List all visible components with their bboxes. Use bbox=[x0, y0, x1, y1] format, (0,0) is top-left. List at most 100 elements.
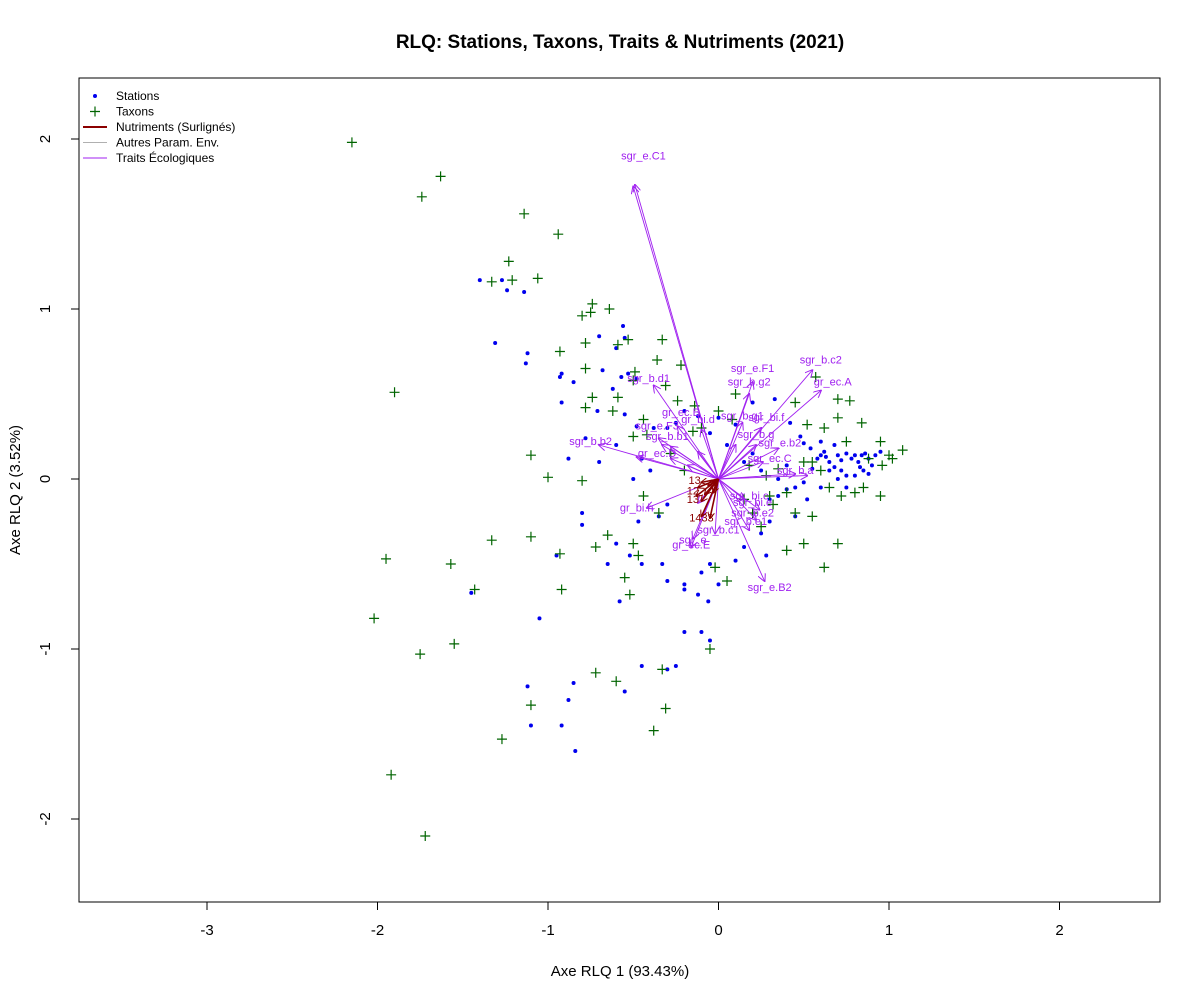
station-point bbox=[673, 664, 678, 668]
station-point bbox=[858, 465, 863, 470]
station-point bbox=[682, 582, 687, 587]
taxon-point bbox=[648, 725, 659, 736]
station-point bbox=[580, 511, 585, 515]
trait-label: sgr_b.g bbox=[738, 429, 775, 441]
taxon-point bbox=[807, 457, 818, 467]
taxon-point bbox=[556, 584, 567, 595]
station-point bbox=[617, 599, 622, 604]
taxon-point bbox=[704, 644, 715, 654]
taxon-point bbox=[633, 550, 644, 561]
taxon-point bbox=[628, 431, 639, 442]
station-point bbox=[499, 278, 504, 283]
station-point bbox=[559, 400, 564, 405]
taxon-point bbox=[553, 229, 564, 240]
y-axis: -2 -1 0 1 2 bbox=[37, 135, 80, 826]
station-point bbox=[793, 485, 798, 490]
station-point bbox=[682, 630, 687, 634]
station-point bbox=[610, 386, 615, 391]
taxon-point bbox=[672, 395, 683, 406]
taxon-point bbox=[525, 700, 536, 711]
station-point bbox=[614, 443, 619, 447]
taxon-point bbox=[710, 562, 721, 573]
station-point bbox=[767, 519, 772, 524]
y-tick-label: -2 bbox=[37, 812, 54, 825]
taxon-point bbox=[381, 553, 392, 564]
taxon-point bbox=[590, 542, 601, 552]
trait-label: gr_ec.B bbox=[662, 407, 700, 419]
legend-label: Nutriments (Surlignés) bbox=[116, 120, 235, 134]
station-point bbox=[859, 453, 864, 458]
taxon-point bbox=[824, 482, 835, 493]
station-point bbox=[844, 485, 849, 490]
station-point bbox=[469, 590, 474, 595]
station-point bbox=[707, 431, 712, 436]
station-point bbox=[622, 412, 627, 417]
trait-label: sgr_b.b1 bbox=[646, 431, 689, 443]
taxon-point bbox=[768, 499, 779, 510]
taxon-point bbox=[619, 572, 630, 583]
station-point bbox=[696, 414, 701, 419]
legend-symbol-plus bbox=[90, 106, 100, 117]
station-point bbox=[788, 420, 793, 425]
station-point bbox=[665, 667, 670, 672]
station-point bbox=[595, 409, 600, 413]
nutriment-arrow bbox=[705, 478, 720, 494]
station-point bbox=[580, 522, 585, 527]
station-point bbox=[557, 375, 562, 379]
station-point bbox=[648, 468, 653, 473]
station-point bbox=[832, 443, 837, 447]
station-point bbox=[776, 477, 781, 481]
station-point bbox=[636, 519, 641, 524]
taxon-point bbox=[590, 667, 601, 678]
trait-arrow bbox=[654, 386, 719, 480]
taxon-point bbox=[660, 703, 671, 714]
taxon-point bbox=[841, 436, 852, 447]
y-tick-label: -1 bbox=[37, 642, 54, 655]
trait-arrow bbox=[662, 445, 719, 480]
trait-label: sgr_b.g1 bbox=[721, 411, 764, 423]
y-tick-label: 2 bbox=[37, 135, 54, 143]
station-point bbox=[626, 371, 631, 376]
taxon-point bbox=[623, 334, 634, 345]
station-point bbox=[801, 441, 806, 446]
station-point bbox=[477, 278, 482, 283]
x-tick-label: 0 bbox=[714, 922, 722, 939]
taxon-point bbox=[629, 366, 640, 377]
x-axis-title: Axe RLQ 1 (93.43%) bbox=[551, 963, 689, 980]
station-point bbox=[839, 468, 844, 473]
taxon-point bbox=[863, 453, 874, 464]
trait-arrow bbox=[718, 478, 765, 581]
station-point bbox=[597, 460, 602, 464]
station-point bbox=[818, 453, 823, 458]
trait-label: sgr_b.e2 bbox=[731, 507, 774, 519]
station-point bbox=[835, 477, 840, 481]
station-point bbox=[682, 409, 687, 413]
trait-label: sgr_b.e1 bbox=[724, 516, 767, 528]
taxon-point bbox=[602, 530, 613, 541]
station-point bbox=[759, 468, 764, 473]
taxon-point bbox=[449, 638, 460, 649]
station-point bbox=[818, 485, 823, 490]
trait-arrow bbox=[718, 428, 762, 480]
station-point bbox=[808, 446, 813, 451]
taxon-point bbox=[773, 463, 784, 474]
taxon-point bbox=[819, 562, 830, 573]
taxon-point bbox=[657, 664, 668, 675]
taxon-point bbox=[790, 397, 801, 408]
nutriment-label: 1433 bbox=[689, 513, 713, 525]
station-point bbox=[827, 468, 832, 473]
taxon-point bbox=[756, 521, 767, 532]
station-point bbox=[571, 681, 576, 685]
trait-label: sgr_b.g2 bbox=[728, 377, 771, 389]
taxon-point bbox=[807, 511, 818, 522]
trait-label: sgr_bi.e bbox=[733, 497, 772, 509]
station-point bbox=[815, 456, 820, 461]
station-point bbox=[861, 468, 866, 473]
taxon-point bbox=[389, 387, 400, 398]
taxon-point bbox=[875, 491, 886, 501]
trait-arrow bbox=[698, 452, 719, 480]
x-tick-label: -3 bbox=[200, 922, 213, 939]
taxon-point bbox=[781, 487, 792, 498]
nutriment-label: 13 bbox=[687, 494, 699, 506]
